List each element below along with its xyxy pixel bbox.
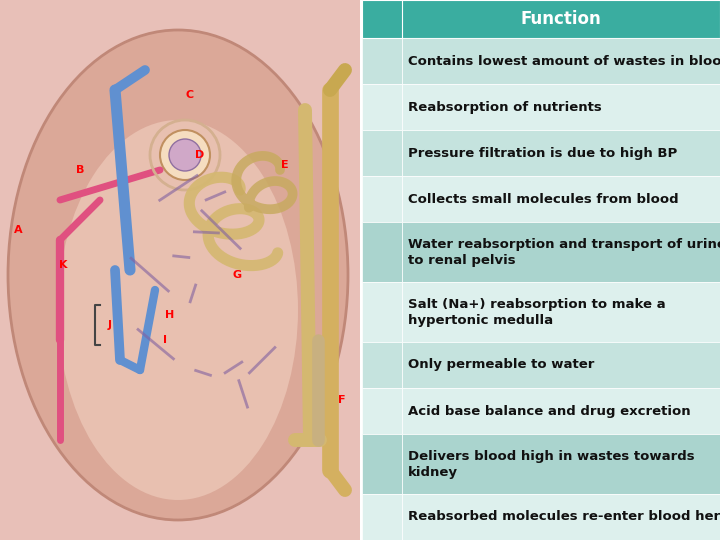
Text: Reabsorption of nutrients: Reabsorption of nutrients: [408, 100, 602, 113]
Text: Salt (Na+) reabsorption to make a
hypertonic medulla: Salt (Na+) reabsorption to make a hypert…: [408, 298, 665, 327]
Bar: [362, 388, 402, 434]
Ellipse shape: [58, 120, 298, 500]
Text: Reabsorbed molecules re-enter blood here: Reabsorbed molecules re-enter blood here: [408, 510, 720, 523]
Bar: [362, 84, 402, 130]
Bar: [402, 282, 720, 342]
Circle shape: [160, 130, 210, 180]
Text: J: J: [108, 320, 112, 330]
Bar: [362, 222, 402, 282]
Bar: [402, 176, 720, 222]
Text: Delivers blood high in wastes towards
kidney: Delivers blood high in wastes towards ki…: [408, 449, 695, 478]
Bar: [402, 130, 720, 176]
Bar: [362, 38, 402, 84]
Bar: [402, 222, 720, 282]
Bar: [402, 388, 720, 434]
Bar: [0, 0, 360, 540]
Text: Pressure filtration is due to high BP: Pressure filtration is due to high BP: [408, 147, 678, 160]
Bar: [362, 282, 402, 342]
Bar: [402, 84, 720, 130]
Text: D: D: [195, 150, 204, 160]
Text: Collects small molecules from blood: Collects small molecules from blood: [408, 193, 679, 206]
Text: G: G: [233, 270, 242, 280]
Text: B: B: [76, 165, 84, 175]
Text: Acid base balance and drug excretion: Acid base balance and drug excretion: [408, 404, 690, 417]
Bar: [362, 176, 402, 222]
Bar: [362, 342, 402, 388]
Text: Function: Function: [521, 10, 601, 28]
Text: Only permeable to water: Only permeable to water: [408, 359, 595, 372]
Bar: [362, 434, 402, 494]
Text: A: A: [14, 225, 22, 235]
Text: Contains lowest amount of wastes in blood: Contains lowest amount of wastes in bloo…: [408, 55, 720, 68]
Bar: [402, 434, 720, 494]
Text: K: K: [59, 260, 67, 270]
Bar: [402, 494, 720, 540]
Ellipse shape: [8, 30, 348, 520]
Text: H: H: [166, 310, 175, 320]
Text: E: E: [282, 160, 289, 170]
Bar: [362, 0, 720, 38]
Text: C: C: [186, 90, 194, 100]
Bar: [362, 0, 402, 38]
Bar: [362, 494, 402, 540]
Text: I: I: [163, 335, 167, 345]
Bar: [402, 38, 720, 84]
Text: F: F: [338, 395, 346, 405]
Circle shape: [169, 139, 201, 171]
Bar: [402, 342, 720, 388]
Bar: [362, 130, 402, 176]
Text: Water reabsorption and transport of urine
to renal pelvis: Water reabsorption and transport of urin…: [408, 238, 720, 267]
